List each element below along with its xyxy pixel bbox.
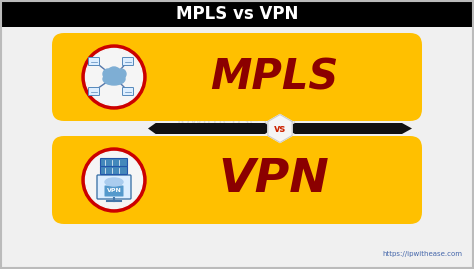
Text: VPN: VPN xyxy=(219,158,329,203)
FancyBboxPatch shape xyxy=(97,175,131,199)
Text: MPLS vs VPN: MPLS vs VPN xyxy=(176,5,298,23)
Circle shape xyxy=(85,151,143,208)
Circle shape xyxy=(82,148,146,212)
Polygon shape xyxy=(268,115,292,143)
FancyBboxPatch shape xyxy=(100,167,128,175)
Polygon shape xyxy=(285,123,412,134)
FancyBboxPatch shape xyxy=(100,158,128,167)
Ellipse shape xyxy=(105,178,123,186)
FancyBboxPatch shape xyxy=(122,58,134,65)
FancyBboxPatch shape xyxy=(89,58,100,65)
Circle shape xyxy=(85,48,143,105)
FancyBboxPatch shape xyxy=(122,87,134,95)
Ellipse shape xyxy=(103,73,125,85)
Polygon shape xyxy=(148,123,273,134)
Text: vs: vs xyxy=(274,123,286,133)
Text: https://ipwithease.com: https://ipwithease.com xyxy=(382,251,462,257)
Circle shape xyxy=(116,69,126,79)
Text: MPLS: MPLS xyxy=(210,56,338,98)
Text: VPN: VPN xyxy=(107,189,121,193)
Text: ipwithease.com: ipwithease.com xyxy=(177,114,297,129)
Circle shape xyxy=(82,45,146,109)
FancyBboxPatch shape xyxy=(89,87,100,95)
FancyBboxPatch shape xyxy=(52,33,422,121)
FancyBboxPatch shape xyxy=(0,0,474,27)
FancyBboxPatch shape xyxy=(104,186,124,196)
Circle shape xyxy=(103,69,113,79)
FancyBboxPatch shape xyxy=(52,136,422,224)
Circle shape xyxy=(107,67,121,81)
